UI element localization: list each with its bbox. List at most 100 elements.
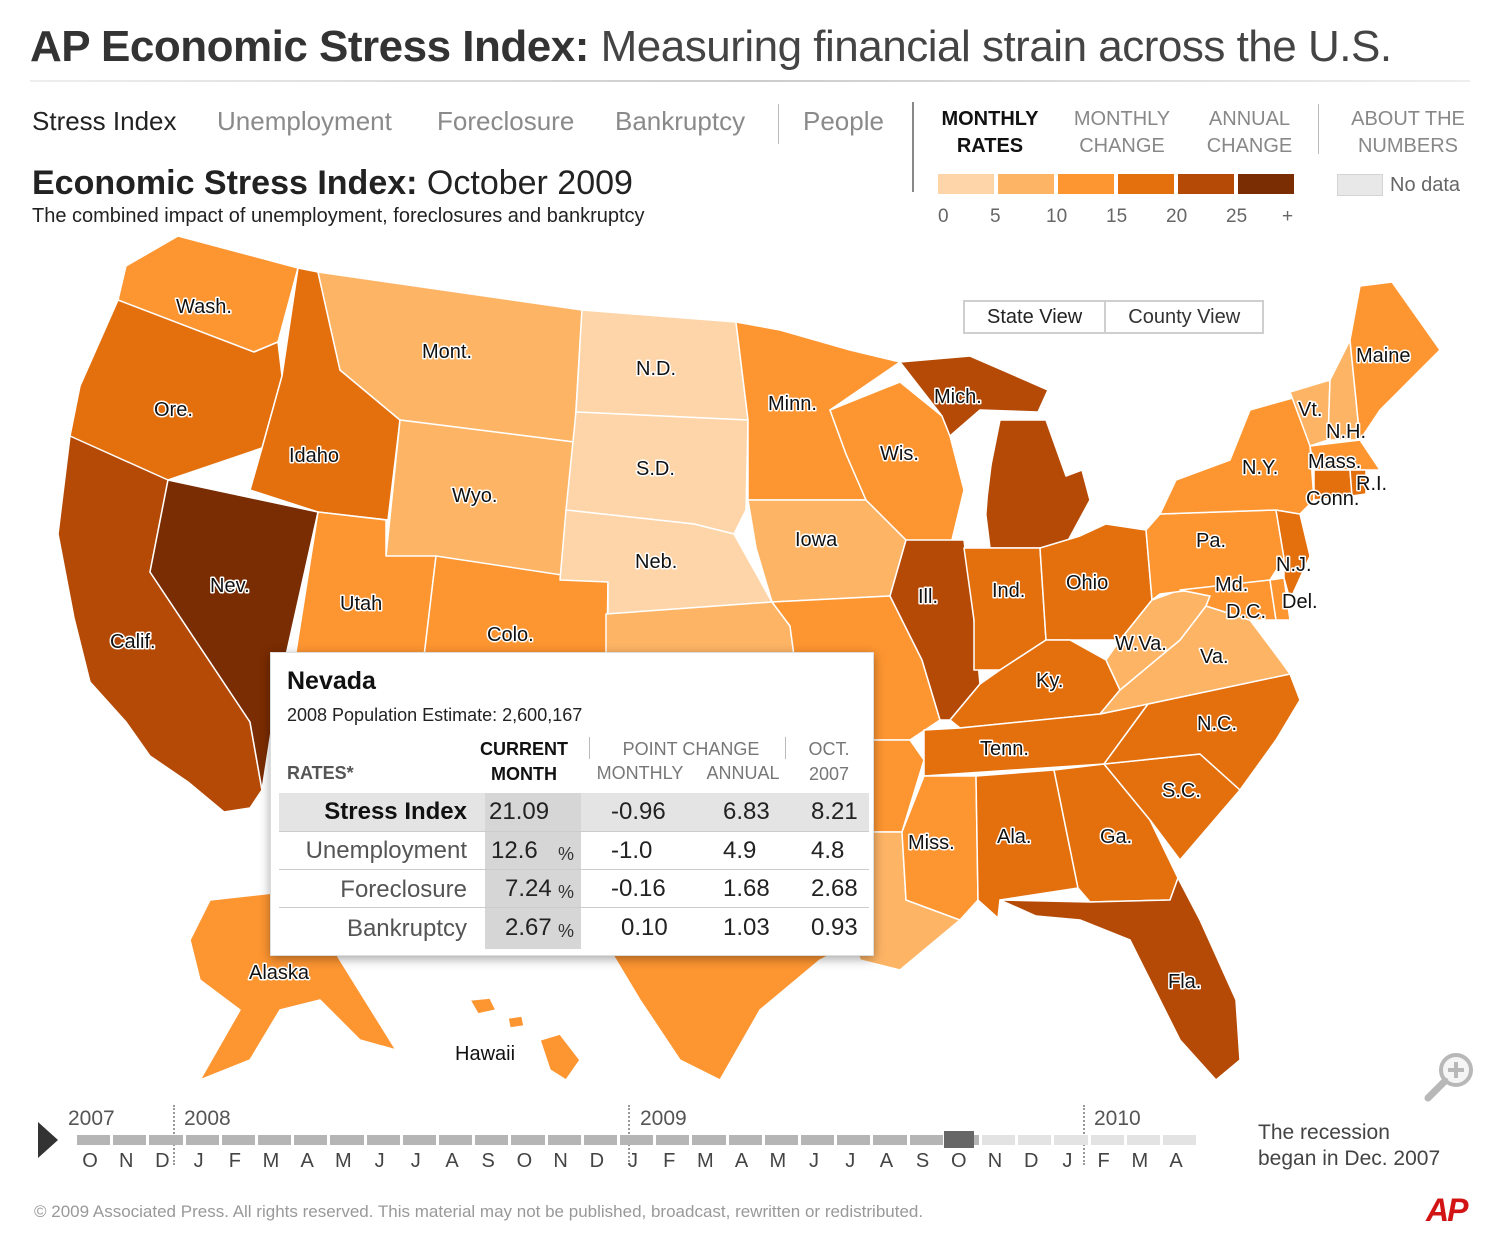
state-ny[interactable]	[1159, 395, 1315, 515]
timeline-month-label[interactable]: F	[1097, 1150, 1110, 1172]
state-del[interactable]	[1269, 577, 1291, 621]
timeline-handle[interactable]	[943, 1131, 974, 1148]
state-fla[interactable]	[999, 877, 1241, 1081]
timeline-segment[interactable]	[656, 1135, 690, 1145]
timeline-segment[interactable]	[330, 1135, 364, 1145]
timeline-month-label[interactable]: M	[262, 1150, 280, 1172]
timeline-month-label[interactable]: N	[553, 1150, 568, 1172]
timeline-segment[interactable]	[149, 1135, 183, 1145]
timeline-segment[interactable]	[77, 1135, 111, 1145]
timeline-segment[interactable]	[801, 1135, 835, 1145]
timeline-segment[interactable]	[692, 1135, 726, 1145]
timeline-segment[interactable]	[221, 1135, 255, 1145]
timeline-month-label[interactable]: O	[516, 1150, 533, 1172]
timeline-segment[interactable]	[1126, 1135, 1160, 1145]
unemployment-oct2007: 4.8	[811, 837, 845, 864]
stress-oct2007: 8.21	[811, 798, 858, 825]
state-label: Conn.	[1306, 488, 1359, 510]
timeline-month-label[interactable]: A	[879, 1150, 894, 1172]
state-view-button[interactable]: State View	[987, 306, 1083, 328]
legend-tick: 10	[1046, 206, 1068, 227]
timeline-month-label[interactable]: O	[951, 1150, 967, 1172]
tab-foreclosure[interactable]: Foreclosure	[437, 106, 575, 136]
timeline-month-label[interactable]: J	[374, 1150, 385, 1172]
state-ri[interactable]	[1349, 469, 1367, 497]
timeline-month-label[interactable]: J	[845, 1150, 856, 1172]
timeline-segment[interactable]	[511, 1135, 545, 1145]
timeline-month-label[interactable]: S	[915, 1150, 930, 1172]
timeline-month-label[interactable]: J	[1062, 1150, 1073, 1172]
timeline-month-label[interactable]: D	[589, 1150, 605, 1172]
timeline-segment[interactable]	[185, 1135, 219, 1145]
mode-annual-change[interactable]: ANNUAL CHANGE	[1192, 106, 1307, 160]
timeline-segment[interactable]	[1163, 1135, 1197, 1145]
state-alaska[interactable]	[189, 889, 397, 1081]
timeline-month-label[interactable]: F	[663, 1150, 676, 1172]
timeline-segment[interactable]	[583, 1135, 617, 1145]
state-label: Vt.	[1298, 399, 1322, 421]
timeline-month-label[interactable]: J	[410, 1150, 421, 1172]
state-label: Colo.	[487, 624, 534, 646]
timeline-month-label[interactable]: N	[118, 1150, 134, 1172]
timeline-segment[interactable]	[439, 1135, 473, 1145]
state-label: Mont.	[422, 341, 472, 363]
timeline-month-label[interactable]: M	[335, 1150, 352, 1172]
tab-unemployment[interactable]: Unemployment	[217, 106, 392, 136]
county-view-button[interactable]: County View	[1104, 302, 1262, 332]
timeline-month-label[interactable]: J	[628, 1150, 638, 1172]
state-mass[interactable]	[1309, 439, 1381, 471]
timeline-segment[interactable]	[366, 1135, 400, 1145]
timeline-segment[interactable]	[1054, 1135, 1088, 1145]
timeline-segment[interactable]	[294, 1135, 328, 1145]
timeline-segment[interactable]	[1090, 1135, 1124, 1145]
state-label: N.C.	[1197, 713, 1237, 735]
timeline-month-label[interactable]: M	[1131, 1150, 1149, 1172]
timeline-month-label[interactable]: F	[228, 1150, 241, 1172]
tab-stress-index[interactable]: Stress Index	[32, 106, 177, 136]
state-mich-up[interactable]	[899, 355, 1049, 437]
timeline-month-label[interactable]: O	[82, 1150, 98, 1172]
timeline-segment[interactable]	[728, 1135, 762, 1145]
timeline-segment[interactable]	[475, 1135, 509, 1145]
timeline-month-label[interactable]: A	[445, 1150, 459, 1172]
play-icon[interactable]	[38, 1122, 58, 1158]
timeline-month-label[interactable]: M	[769, 1150, 787, 1172]
state-hawaii[interactable]	[539, 1033, 581, 1081]
state-hawaii-small2[interactable]	[507, 1015, 525, 1029]
timeline-month-label[interactable]: A	[1169, 1150, 1183, 1172]
timeline-segment[interactable]	[258, 1135, 292, 1145]
legend-tick: 20	[1166, 206, 1188, 227]
timeline-month-label[interactable]: D	[155, 1150, 170, 1172]
timeline-segment[interactable]	[764, 1135, 798, 1145]
timeline-segment[interactable]	[402, 1135, 436, 1145]
timeline-month-label[interactable]: M	[697, 1150, 714, 1172]
tab-bankruptcy[interactable]: Bankruptcy	[615, 106, 746, 136]
timeline-month-label[interactable]: S	[481, 1150, 495, 1172]
timeline-segment[interactable]	[620, 1135, 654, 1145]
bankruptcy-annual: 1.03	[723, 914, 770, 941]
timeline-segment[interactable]	[982, 1135, 1016, 1145]
timeline-segment[interactable]	[1018, 1135, 1052, 1145]
tab-people[interactable]: People	[803, 106, 884, 136]
mode-monthly-change[interactable]: MONTHLY CHANGE	[1062, 106, 1182, 160]
timeline-month-label[interactable]: D	[1023, 1150, 1039, 1172]
timeline-segment[interactable]	[909, 1135, 943, 1145]
state-hawaii-small[interactable]	[469, 997, 497, 1015]
timeline-month-label[interactable]: J	[193, 1150, 204, 1172]
map-description: The combined impact of unemployment, for…	[32, 205, 645, 227]
timeline-month-label[interactable]: J	[809, 1150, 819, 1172]
timeline-month-label[interactable]: A	[300, 1150, 314, 1172]
state-wis[interactable]	[829, 381, 965, 549]
mode-monthly-rates[interactable]: MONTHLY RATES	[930, 106, 1050, 160]
no-data-label: No data	[1390, 174, 1461, 196]
timeline-month-label[interactable]: A	[734, 1150, 749, 1172]
about-numbers-link[interactable]: ABOUT THE NUMBERS	[1336, 106, 1480, 160]
timeline-segment[interactable]	[113, 1135, 147, 1145]
timeline-segment[interactable]	[837, 1135, 871, 1145]
state-ore[interactable]	[69, 299, 283, 481]
zoom-in-icon[interactable]	[1422, 1048, 1478, 1104]
state-mich[interactable]	[983, 419, 1091, 549]
timeline-segment[interactable]	[873, 1135, 907, 1145]
timeline-month-label[interactable]: N	[987, 1150, 1003, 1172]
timeline-segment[interactable]	[547, 1135, 581, 1145]
